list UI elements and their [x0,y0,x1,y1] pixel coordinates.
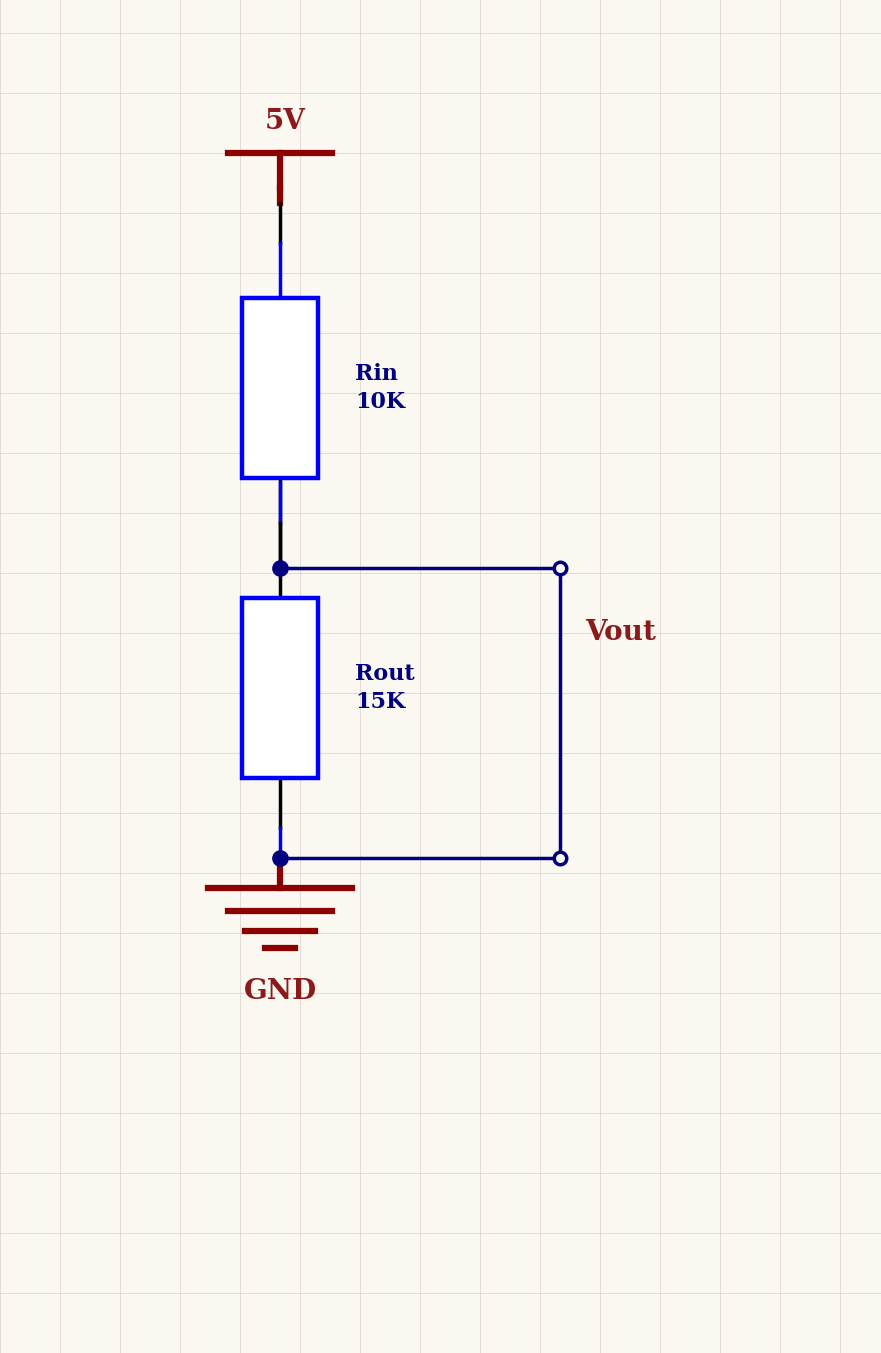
Text: Rout
15K: Rout 15K [355,663,415,713]
Text: GND: GND [243,978,316,1005]
Bar [242,298,318,478]
Bar [242,598,318,778]
Text: 5V: 5V [264,108,306,135]
Text: Rin
10K: Rin 10K [355,364,405,413]
Text: Vout: Vout [585,620,655,647]
